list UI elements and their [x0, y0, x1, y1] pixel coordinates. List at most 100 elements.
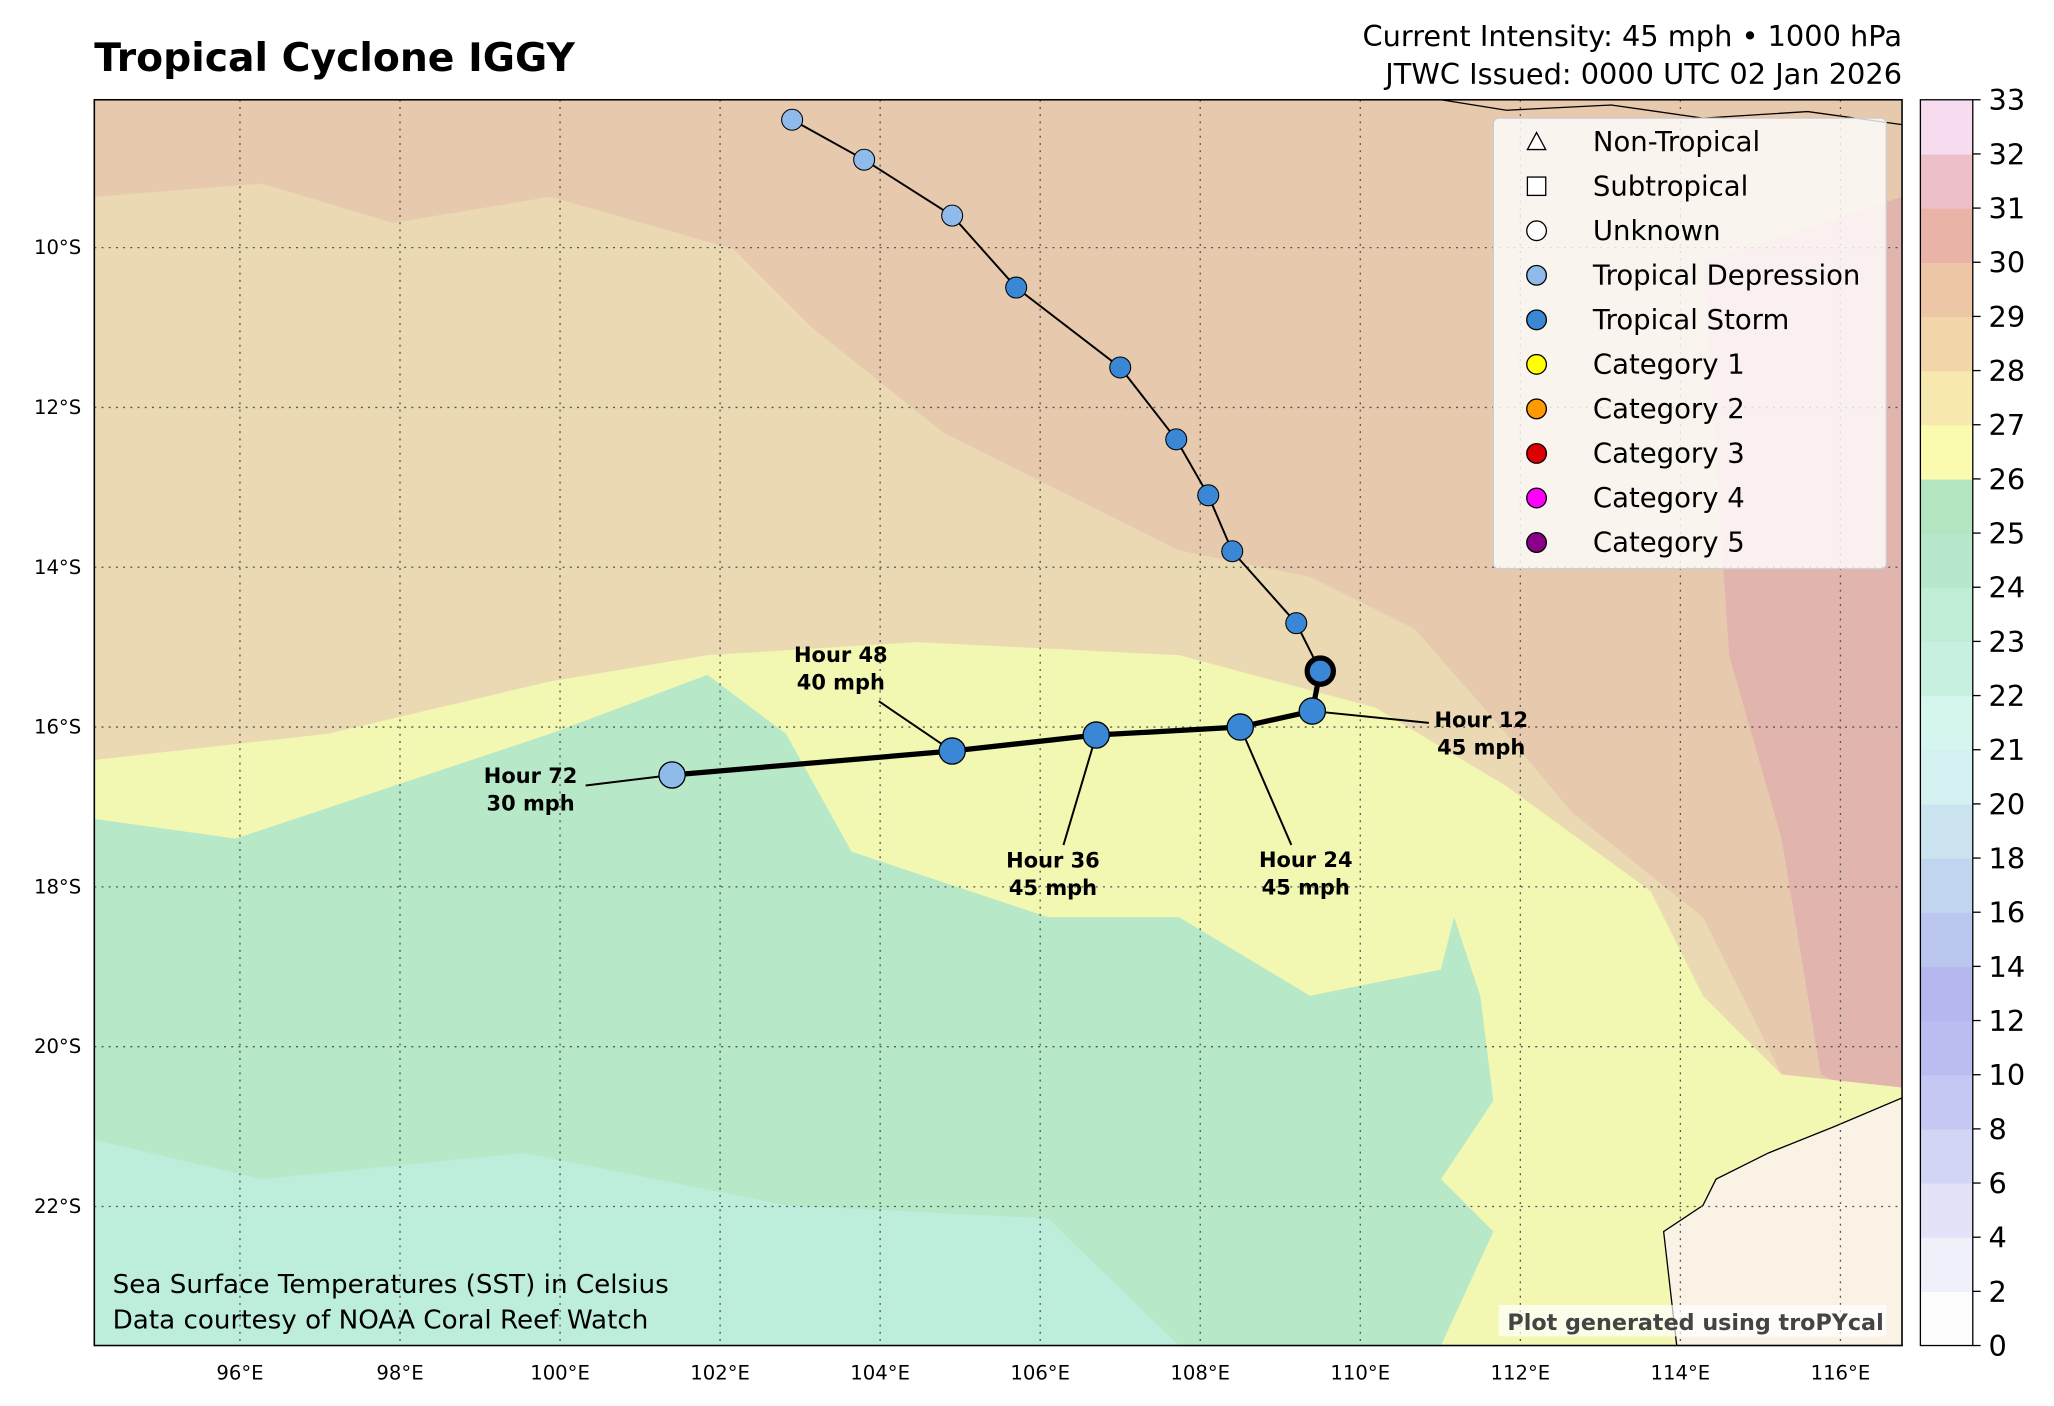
y-tick-label: 20°S: [34, 1035, 81, 1058]
chart-title: Tropical Cyclone IGGY: [94, 36, 575, 81]
colorbar-bin: [1920, 966, 1973, 1022]
forecast-point: [1226, 713, 1255, 741]
y-tick-label: 14°S: [34, 556, 81, 579]
legend-marker: [1526, 532, 1548, 554]
forecast-label: 30 mph: [487, 791, 575, 815]
observed-point: [1005, 276, 1028, 299]
colorbar-bin: [1920, 587, 1973, 643]
x-tick-label: 98°E: [376, 1362, 423, 1385]
colorbar-bin: [1920, 262, 1973, 318]
forecast-label: Hour 36: [1006, 848, 1100, 872]
header-line: JTWC Issued: 0000 UTC 02 Jan 2026: [1383, 57, 1902, 91]
observed-point: [853, 148, 876, 171]
legend-marker: [1526, 264, 1548, 286]
label-leader: [1239, 726, 1293, 846]
legend-marker: [1526, 176, 1547, 197]
forecast-label: Hour 72: [484, 764, 578, 788]
current-position: [1304, 655, 1336, 687]
colorbar-bin: [1920, 1020, 1973, 1076]
label-leader: [1312, 710, 1429, 724]
x-tick-label: 106°E: [1010, 1362, 1070, 1385]
forecast-label: 45 mph: [1009, 876, 1097, 900]
colorbar-label: 31: [1989, 192, 2026, 226]
colorbar-label: 4: [1989, 1221, 2007, 1255]
colorbar-bin: [1920, 208, 1973, 263]
legend-marker: [1526, 353, 1548, 375]
colorbar-label: 12: [1989, 1004, 2026, 1038]
colorbar-bin: [1920, 424, 1973, 480]
legend-label: Category 2: [1593, 393, 1745, 425]
colorbar-label: 30: [1989, 246, 2026, 280]
colorbar-label: 6: [1989, 1167, 2007, 1201]
forecast-label: 45 mph: [1262, 876, 1350, 900]
x-tick-label: 108°E: [1170, 1362, 1230, 1385]
footnote: Data courtesy of NOAA Coral Reef Watch: [113, 1306, 649, 1336]
legend-label: Category 4: [1593, 482, 1745, 514]
colorbar-bin: [1920, 1237, 1973, 1293]
legend: Non-Tropical Subtropical Unknown Tropical D…: [1492, 117, 1887, 570]
colorbar-bin: [1920, 912, 1973, 968]
colorbar-bin: [1920, 695, 1973, 751]
colorbar-label: 28: [1989, 354, 2026, 388]
label-leader: [585, 774, 673, 787]
colorbar-label: 16: [1989, 896, 2026, 930]
observed-point: [1197, 484, 1220, 507]
legend-box: [1492, 117, 1887, 570]
observed-point: [1109, 356, 1132, 379]
colorbar-label: 29: [1989, 300, 2026, 334]
colorbar-label: 24: [1989, 571, 2026, 605]
footnote: Sea Surface Temperatures (SST) in Celsiu…: [113, 1270, 669, 1300]
colorbar-label: 27: [1989, 408, 2026, 442]
forecast-label: Hour 48: [794, 643, 888, 667]
legend-label: Subtropical: [1593, 170, 1748, 202]
colorbar-label: 21: [1989, 733, 2026, 767]
legend-label: Category 5: [1593, 527, 1745, 559]
observed-point: [1285, 612, 1308, 635]
colorbar-label: 22: [1989, 679, 2026, 713]
legend-label: Tropical Storm: [1592, 304, 1789, 336]
colorbar-label: 20: [1989, 787, 2026, 821]
colorbar-label: 2: [1989, 1275, 2007, 1309]
x-tick-label: 100°E: [530, 1362, 590, 1385]
y-tick-label: 22°S: [34, 1195, 81, 1218]
colorbar-bin: [1920, 1128, 1973, 1184]
colorbar-bin: [1920, 1074, 1973, 1130]
legend-marker: [1526, 398, 1548, 420]
legend-marker: [1526, 442, 1548, 464]
observed-point: [1221, 540, 1244, 563]
colorbar-bin: [1920, 99, 1973, 155]
observed-point: [1165, 428, 1188, 451]
colorbar-bin: [1920, 641, 1973, 697]
forecast-point: [1298, 697, 1327, 725]
credit-box: [1498, 1304, 1887, 1337]
colorbar-label: 8: [1989, 1112, 2007, 1146]
colorbar-bin: [1920, 316, 1973, 372]
colorbar-bin: [1920, 478, 1973, 534]
colorbar-bin: [1920, 370, 1973, 426]
legend-marker: [1526, 487, 1548, 509]
forecast-label: Hour 24: [1259, 848, 1353, 872]
colorbar-frame: [1919, 99, 1974, 1347]
forecast-point: [938, 737, 966, 765]
colorbar-bin: [1920, 153, 1973, 209]
colorbar-bin: [1920, 1183, 1973, 1238]
colorbar-label: 10: [1989, 1058, 2026, 1092]
x-tick-label: 110°E: [1330, 1362, 1390, 1385]
forecast-point: [1082, 721, 1110, 749]
header-line: Current Intensity: 45 mph • 1000 hPa: [1363, 19, 1903, 53]
observed-point: [941, 204, 964, 227]
colorbar-label: 25: [1989, 517, 2026, 551]
y-tick-label: 16°S: [34, 716, 81, 739]
x-tick-label: 114°E: [1651, 1362, 1711, 1385]
legend-marker: [1526, 131, 1547, 151]
colorbar-label: 23: [1989, 625, 2026, 659]
forecast-label: 45 mph: [1437, 735, 1525, 759]
y-tick-label: 10°S: [34, 236, 81, 259]
colorbar: 0246810121416182021222324252627282930313…: [1919, 83, 2026, 1363]
x-tick-label: 104°E: [850, 1362, 910, 1385]
colorbar-bin: [1920, 1291, 1973, 1347]
x-tick-label: 96°E: [216, 1362, 263, 1385]
colorbar-bin: [1920, 858, 1973, 913]
observed-point: [781, 108, 804, 131]
